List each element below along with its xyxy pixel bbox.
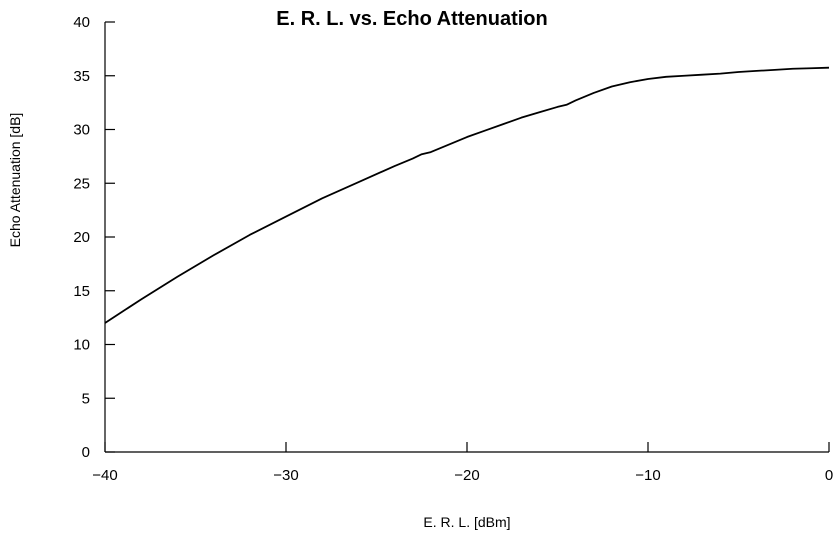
y-tick-label: 25	[73, 175, 90, 192]
y-axis-label: Echo Attenuation [dB]	[7, 113, 23, 248]
y-tick-label: 30	[73, 122, 90, 139]
x-tick-label: −40	[92, 467, 117, 484]
series-line	[104, 66, 830, 324]
y-tick-label: 10	[73, 337, 90, 354]
series-layer	[104, 66, 830, 324]
x-tick-label: −20	[454, 467, 479, 484]
y-tick-label: 20	[73, 229, 90, 246]
y-tick-label: 40	[73, 14, 90, 31]
chart-title: E. R. L. vs. Echo Attenuation	[276, 8, 548, 30]
y-tick-label: 15	[73, 283, 90, 300]
y-tick-label: 35	[73, 68, 90, 85]
x-tick-label: −30	[273, 467, 298, 484]
x-axis-ticks: −40 −30 −20 −10 0	[92, 442, 833, 484]
x-tick-label: 0	[825, 467, 833, 484]
x-axis-label: E. R. L. [dBm]	[423, 514, 510, 530]
x-tick-label: −10	[635, 467, 660, 484]
axes	[104, 22, 829, 453]
y-tick-label: 0	[82, 444, 90, 461]
y-axis-ticks: 0 5 10 15 20 25 30 35 40	[73, 14, 115, 461]
y-tick-label: 5	[82, 390, 90, 407]
